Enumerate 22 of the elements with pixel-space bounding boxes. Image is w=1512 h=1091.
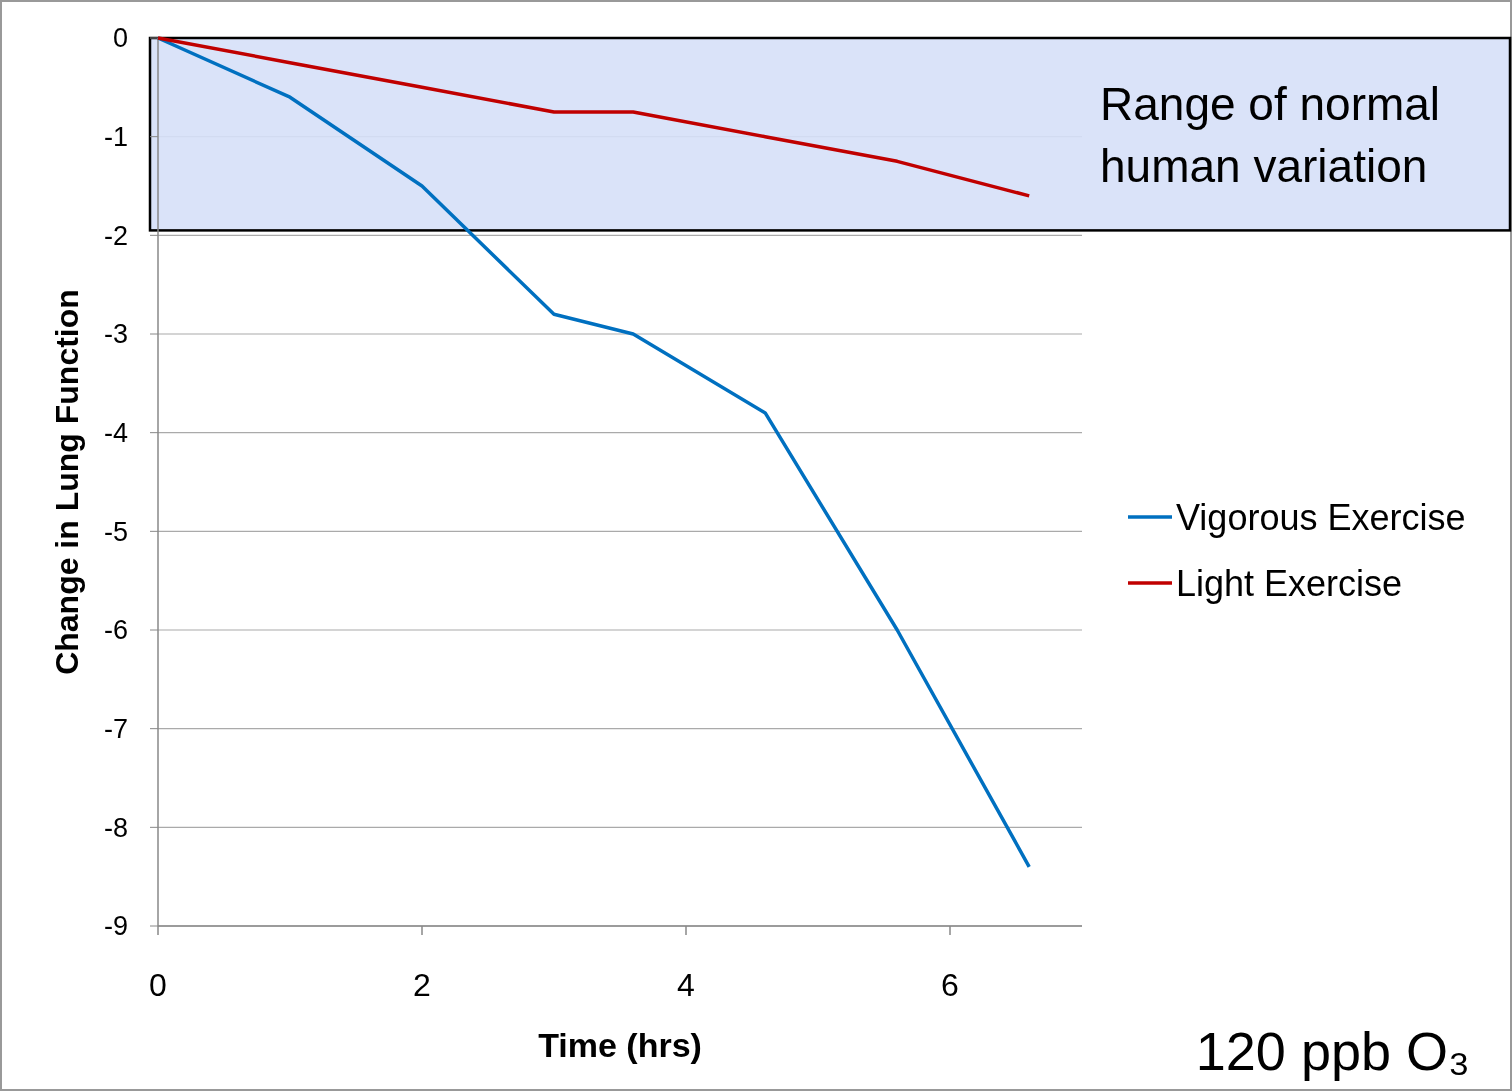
x-tick-label: 4 bbox=[677, 967, 695, 1003]
x-tick-label: 2 bbox=[413, 967, 431, 1003]
y-tick-label: -2 bbox=[103, 220, 128, 251]
y-tick-label: -5 bbox=[103, 516, 128, 547]
legend-label: Light Exercise bbox=[1176, 562, 1403, 604]
y-tick-label: -6 bbox=[103, 615, 128, 646]
y-tick-label: -9 bbox=[103, 911, 128, 942]
text: 120 ppb O₃ bbox=[1195, 1021, 1470, 1081]
x-axis-title: Time (hrs) bbox=[538, 1026, 702, 1064]
x-tick-label: 0 bbox=[149, 967, 167, 1003]
line-series bbox=[156, 36, 1031, 869]
x-tick-label: 6 bbox=[941, 967, 959, 1003]
y-tick-label: -7 bbox=[103, 714, 128, 745]
y-tick-label: 0 bbox=[112, 23, 128, 54]
legend-label: Vigorous Exercise bbox=[1176, 496, 1466, 538]
y-tick-label: -1 bbox=[103, 122, 128, 153]
y-tick-label: -8 bbox=[103, 812, 128, 843]
y-tick-label: -4 bbox=[103, 418, 128, 449]
y-axis-title: Change in Lung Function bbox=[49, 289, 85, 675]
line-series bbox=[156, 36, 1031, 198]
band-label: Range of normal human variation bbox=[1100, 78, 1441, 192]
y-tick-label: -3 bbox=[103, 319, 128, 350]
